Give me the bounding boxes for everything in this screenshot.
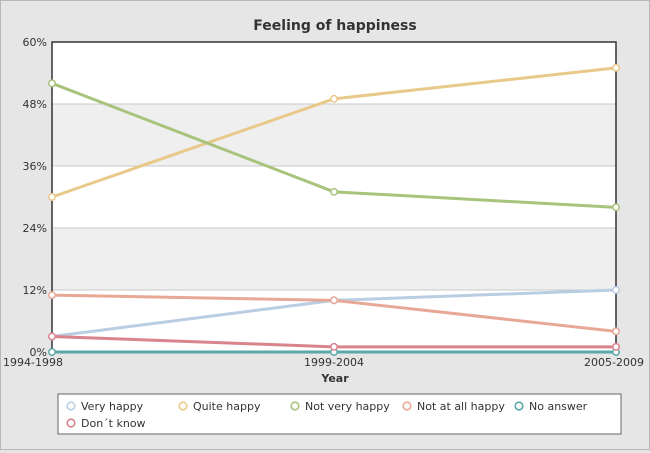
legend-item[interactable]: Quite happy (178, 400, 261, 413)
y-tick-label: 24% (23, 222, 47, 235)
legend-item[interactable]: Very happy (66, 400, 144, 413)
legend-label: Quite happy (193, 400, 261, 413)
data-point[interactable] (48, 291, 56, 300)
x-tick-label: 2005-2009 (584, 356, 644, 369)
legend-marker (66, 401, 76, 411)
legend-label: No answer (529, 400, 588, 413)
y-tick-label: 12% (23, 284, 47, 297)
y-tick-label: 0% (30, 346, 47, 359)
legend-label: Not at all happy (417, 400, 505, 413)
data-point[interactable] (612, 63, 620, 72)
x-tick-label: 1999-2004 (304, 356, 364, 369)
legend-marker (402, 401, 412, 411)
data-point[interactable] (330, 296, 338, 305)
y-tick-label: 60% (23, 36, 47, 49)
y-tick-label: 48% (23, 98, 47, 111)
legend (57, 393, 622, 435)
legend-item[interactable]: Not very happy (290, 400, 390, 413)
data-point[interactable] (48, 193, 56, 201)
legend-item[interactable]: Not at all happy (402, 400, 505, 413)
data-point[interactable] (48, 79, 56, 88)
data-point[interactable] (612, 203, 620, 212)
legend-label: Don´t know (81, 417, 146, 430)
legend-marker (514, 401, 524, 411)
legend-item[interactable]: Don´t know (66, 417, 146, 430)
legend-item[interactable]: No answer (514, 400, 588, 413)
legend-marker (66, 418, 76, 428)
data-point[interactable] (330, 187, 338, 196)
chart-title: Feeling of happiness (253, 18, 416, 34)
data-point[interactable] (330, 94, 338, 103)
data-point[interactable] (612, 327, 620, 336)
data-point[interactable] (330, 342, 338, 351)
grid-band (52, 228, 616, 290)
y-tick-label: 36% (23, 160, 47, 173)
legend-label: Very happy (81, 400, 144, 413)
x-tick-label: 1994-1998 (3, 356, 63, 369)
x-axis-label: Year (320, 372, 349, 385)
legend-marker (290, 401, 300, 411)
legend-marker (178, 401, 188, 411)
data-point[interactable] (612, 286, 620, 294)
legend-label: Not very happy (305, 400, 390, 413)
grid-band (52, 104, 616, 166)
plot-background (52, 42, 616, 352)
data-point[interactable] (612, 342, 620, 351)
data-point[interactable] (48, 348, 56, 356)
data-point[interactable] (48, 332, 56, 341)
